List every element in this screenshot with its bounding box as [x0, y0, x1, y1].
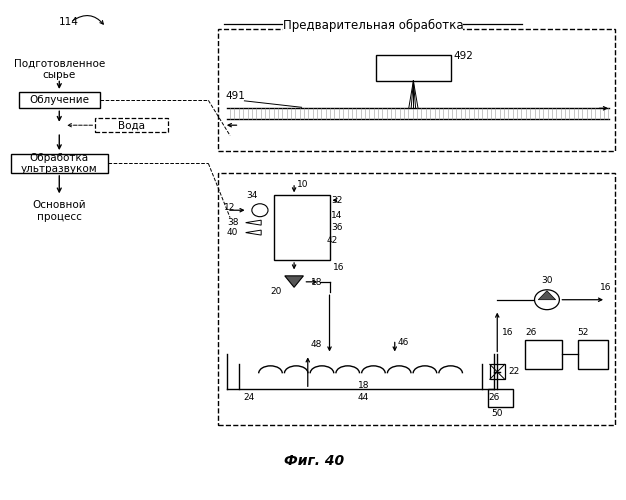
Text: 16: 16: [600, 284, 611, 292]
Text: 114: 114: [59, 18, 78, 28]
Polygon shape: [245, 230, 261, 235]
Bar: [218, 173, 615, 425]
Text: 32: 32: [331, 196, 343, 205]
Text: 12: 12: [224, 203, 235, 212]
Bar: [490, 364, 505, 380]
Text: 38: 38: [227, 218, 239, 227]
Polygon shape: [285, 276, 304, 287]
Text: 30: 30: [541, 276, 553, 285]
Text: 18: 18: [358, 382, 369, 390]
Text: Основной
процесс: Основной процесс: [33, 200, 86, 222]
Text: 14: 14: [331, 210, 343, 220]
Polygon shape: [245, 220, 261, 225]
Bar: [488, 389, 513, 406]
Text: 34: 34: [246, 192, 257, 200]
Polygon shape: [538, 291, 556, 300]
Text: Подготовленное
сырье: Подготовленное сырье: [14, 58, 105, 80]
Text: 491: 491: [226, 91, 245, 101]
Bar: [525, 340, 563, 370]
Text: Вода: Вода: [118, 120, 145, 130]
Text: 20: 20: [270, 288, 282, 296]
Text: 44: 44: [358, 393, 369, 402]
Text: 18: 18: [311, 278, 322, 287]
Text: Обработка
ультразвуком: Обработка ультразвуком: [21, 152, 98, 174]
Text: 16: 16: [502, 328, 514, 336]
Bar: [95, 118, 168, 132]
Bar: [19, 92, 100, 108]
Text: 16: 16: [332, 263, 344, 272]
Bar: [11, 154, 108, 173]
Text: 492: 492: [454, 51, 474, 61]
Circle shape: [535, 290, 560, 310]
Text: 46: 46: [398, 338, 409, 347]
Bar: [274, 196, 329, 260]
Text: 26: 26: [488, 392, 500, 402]
Text: 26: 26: [525, 328, 536, 337]
Text: 36: 36: [331, 223, 343, 232]
Bar: [218, 29, 615, 150]
Circle shape: [252, 204, 268, 216]
Text: 48: 48: [311, 340, 322, 349]
Text: 24: 24: [243, 393, 254, 402]
Bar: [578, 340, 608, 370]
Text: 52: 52: [577, 328, 588, 337]
Text: 50: 50: [491, 409, 503, 418]
Text: Фиг. 40: Фиг. 40: [284, 454, 344, 468]
Bar: [376, 55, 451, 81]
Text: 10: 10: [297, 180, 308, 190]
Text: 40: 40: [227, 228, 239, 237]
Text: Облучение: Облучение: [29, 96, 90, 106]
Text: 22: 22: [508, 368, 520, 376]
Text: 42: 42: [326, 236, 337, 244]
Text: Предварительная обработка: Предварительная обработка: [283, 19, 463, 32]
